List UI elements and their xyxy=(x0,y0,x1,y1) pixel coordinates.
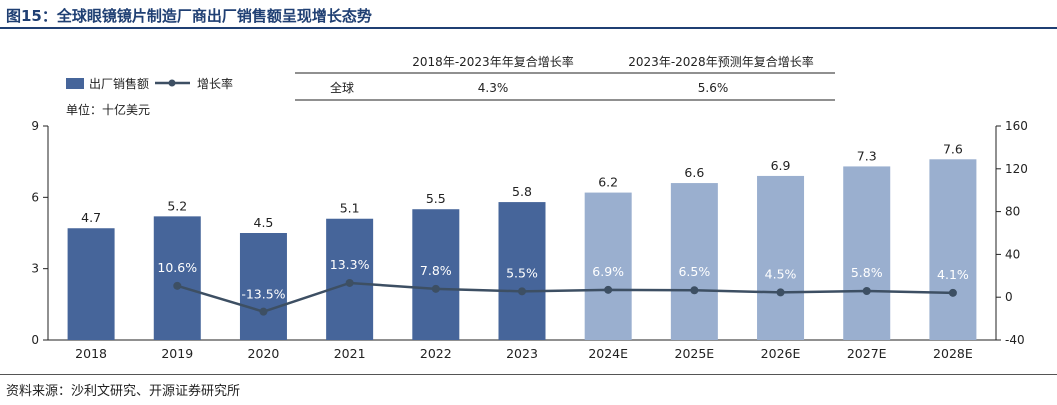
growth-point-2020 xyxy=(259,307,268,316)
bar-2026E xyxy=(757,175,805,340)
bar-label-2023: 5.8 xyxy=(512,184,532,199)
cagr-value-forecast: 5.6% xyxy=(698,81,729,95)
x-axis-ticks: 2018 2019 2020 2021 2022 2023 2024E 2025E 2026E 2… xyxy=(75,346,973,361)
x-tick-label-2020: 2020 xyxy=(248,346,280,361)
bar-label-2027E: 7.3 xyxy=(857,148,877,163)
right-tick-label: 120 xyxy=(1005,162,1028,176)
bar-series xyxy=(67,159,977,340)
x-tick-label-2026E: 2026E xyxy=(761,346,801,361)
cagr-header-historic: 2018年-2023年年复合增长率 xyxy=(412,54,573,69)
left-tick-label: 3 xyxy=(31,262,39,276)
growth-point-2024E xyxy=(604,285,613,294)
figure-title: 图15：全球眼镜镜片制造厂商出厂销售额呈现增长态势 xyxy=(6,7,372,25)
legend-bar-swatch xyxy=(66,78,84,89)
left-axis-ticks: 0 3 6 9 xyxy=(31,119,48,347)
growth-label-2024E: 6.9% xyxy=(592,264,624,279)
bar-2025E xyxy=(670,183,718,340)
right-tick-label: -40 xyxy=(1005,333,1025,347)
legend-bar-label: 出厂销售额 xyxy=(89,76,149,91)
left-tick-label: 9 xyxy=(31,119,39,133)
bar-label-2019: 5.2 xyxy=(167,198,187,213)
legend-line-marker xyxy=(168,79,176,87)
bar-label-2026E: 6.9 xyxy=(771,158,791,173)
cagr-header-forecast: 2023年-2028年预测年复合增长率 xyxy=(628,54,813,69)
x-tick-label-2021: 2021 xyxy=(334,346,366,361)
bar-label-2025E: 6.6 xyxy=(684,165,704,180)
growth-label-2027E: 5.8% xyxy=(851,265,883,280)
growth-point-2025E xyxy=(690,286,699,295)
growth-label-2021: 13.3% xyxy=(330,257,370,272)
growth-point-2028E xyxy=(948,288,957,297)
cagr-row-label: 全球 xyxy=(330,80,354,95)
bar-value-labels: 4.7 5.2 4.5 5.1 5.5 5.8 6.2 6.6 6.9 7.3 7.6 xyxy=(81,141,963,230)
growth-label-2019: 10.6% xyxy=(157,260,197,275)
x-tick-label-2022: 2022 xyxy=(420,346,452,361)
growth-point-2023 xyxy=(518,287,526,296)
legend-line-label: 增长率 xyxy=(197,76,233,91)
growth-point-2026E xyxy=(776,288,785,297)
bar-label-2022: 5.5 xyxy=(426,191,446,206)
growth-label-2026E: 4.5% xyxy=(765,266,797,281)
right-axis-ticks: -40 0 40 80 120 160 xyxy=(996,119,1028,347)
bar-2020 xyxy=(239,233,287,340)
x-tick-label-2018: 2018 xyxy=(75,346,107,361)
x-tick-label-2023: 2023 xyxy=(506,346,538,361)
growth-label-2023: 5.5% xyxy=(506,265,538,280)
bar-2018 xyxy=(67,228,115,340)
bar-label-2018: 4.7 xyxy=(81,210,101,225)
growth-label-2025E: 6.5% xyxy=(678,264,710,279)
right-tick-label: 160 xyxy=(1005,119,1028,133)
bar-2028E xyxy=(929,159,977,340)
title-rule xyxy=(0,27,1057,29)
growth-point-2022 xyxy=(431,284,440,293)
growth-value-labels: 10.6% -13.5% 13.3% 7.8% 5.5% 6.9% 6.5% 4.5% 5.8%… xyxy=(157,257,968,302)
x-tick-label-2027E: 2027E xyxy=(847,346,887,361)
bar-2019 xyxy=(153,216,201,340)
cagr-value-historic: 4.3% xyxy=(478,81,509,95)
bar-label-2020: 4.5 xyxy=(254,215,274,230)
left-tick-label: 6 xyxy=(31,190,39,204)
growth-label-2020: -13.5% xyxy=(241,287,285,302)
x-tick-label-2019: 2019 xyxy=(161,346,193,361)
bar-label-2024E: 6.2 xyxy=(598,175,618,190)
growth-point-2027E xyxy=(862,286,871,295)
bar-2022 xyxy=(412,209,460,340)
source-note: 资料来源：沙利文研究、开源证券研究所 xyxy=(6,384,241,399)
chart: 出厂销售额 增长率 单位：十亿美元 2018年-2023年年复合增长率 2023… xyxy=(31,54,1028,361)
growth-line-series xyxy=(173,278,957,316)
x-tick-label-2025E: 2025E xyxy=(675,346,715,361)
right-tick-label: 0 xyxy=(1005,290,1013,304)
growth-label-2022: 7.8% xyxy=(420,263,452,278)
left-tick-label: 0 xyxy=(31,333,39,347)
x-tick-label-2028E: 2028E xyxy=(933,346,973,361)
bar-label-2028E: 7.6 xyxy=(943,141,963,156)
right-tick-label: 80 xyxy=(1005,205,1020,219)
bar-label-2021: 5.1 xyxy=(340,201,360,216)
x-tick-label-2024E: 2024E xyxy=(588,346,628,361)
growth-line xyxy=(176,281,953,313)
growth-label-2028E: 4.1% xyxy=(937,267,969,282)
growth-point-2019 xyxy=(173,281,182,290)
growth-point-2021 xyxy=(345,278,354,287)
bar-2024E xyxy=(584,192,632,340)
source-rule xyxy=(0,374,1057,375)
unit-label: 单位：十亿美元 xyxy=(66,102,150,117)
bar-2027E xyxy=(843,166,891,340)
right-tick-label: 40 xyxy=(1005,247,1020,261)
bar-2023 xyxy=(498,202,546,340)
